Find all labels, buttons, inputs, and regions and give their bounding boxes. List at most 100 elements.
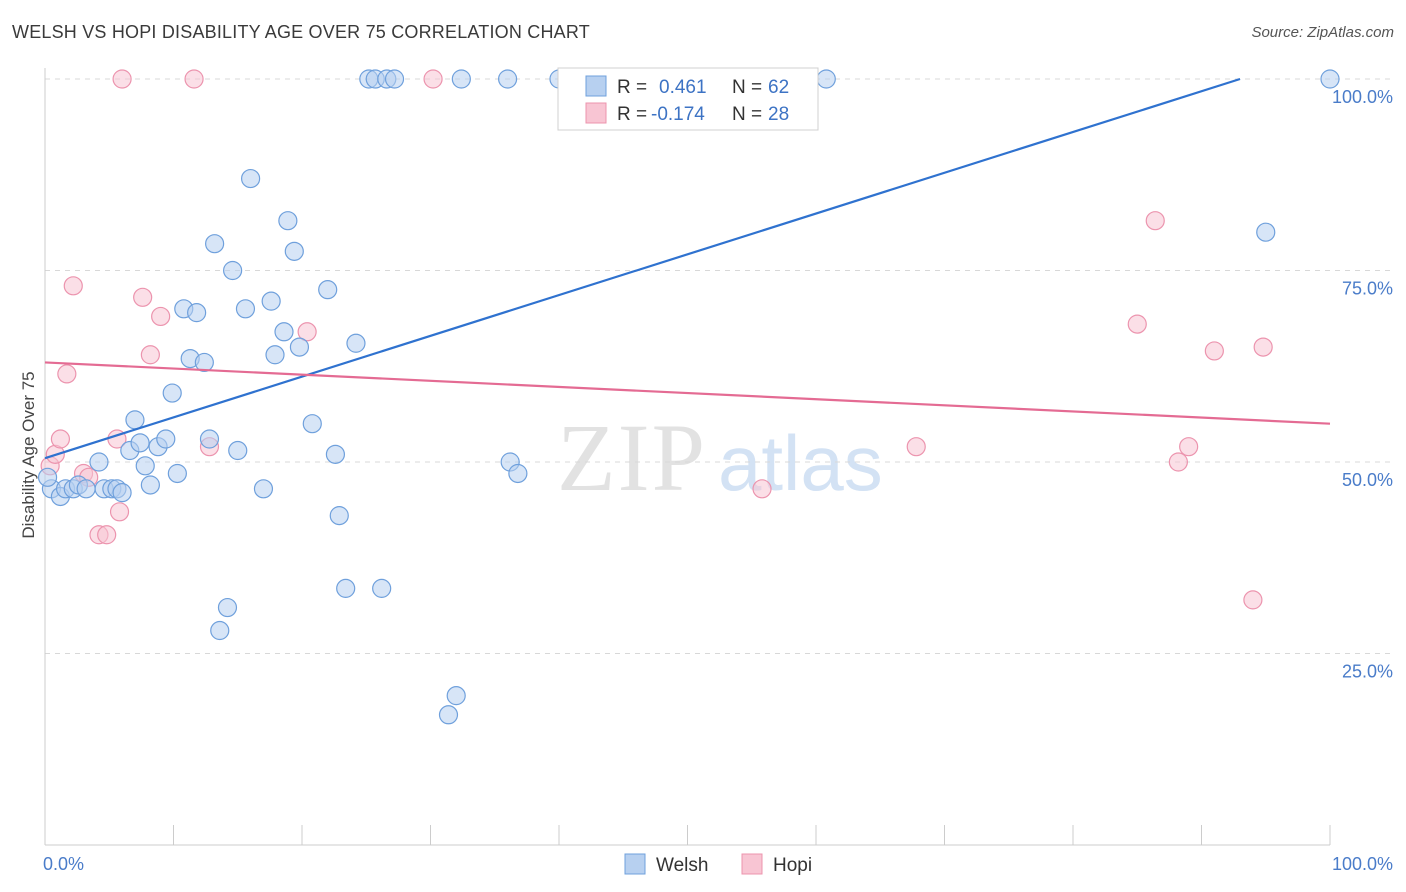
legend-hopi-label: Hopi bbox=[773, 855, 812, 876]
hopi-point bbox=[151, 306, 171, 327]
welsh-point bbox=[508, 463, 528, 484]
y-axis-label: Disability Age Over 75 bbox=[19, 371, 38, 538]
hopi-point bbox=[423, 69, 443, 89]
welsh-point bbox=[162, 383, 182, 403]
welsh-point bbox=[194, 352, 214, 373]
welsh-point bbox=[1256, 222, 1276, 242]
welsh-point bbox=[438, 705, 459, 725]
hopi-point bbox=[1243, 590, 1263, 610]
hopi-trend-line bbox=[44, 361, 1331, 425]
hopi-point bbox=[50, 429, 71, 449]
hopi-point bbox=[97, 525, 117, 545]
hopi-point bbox=[184, 69, 204, 89]
welsh-point bbox=[265, 345, 285, 365]
hopi-point bbox=[133, 287, 153, 307]
welsh-point bbox=[329, 506, 349, 526]
welsh-trend-line bbox=[44, 77, 1241, 460]
welsh-point bbox=[205, 234, 225, 254]
welsh-point bbox=[37, 467, 58, 487]
hopi-point bbox=[140, 345, 160, 365]
welsh-point bbox=[223, 260, 243, 281]
welsh-point bbox=[210, 620, 230, 641]
welsh-point bbox=[816, 69, 836, 89]
stats-legend-welsh-swatch bbox=[585, 75, 607, 97]
legend-welsh-label: Welsh bbox=[656, 855, 708, 876]
welsh-point bbox=[241, 168, 261, 189]
x-tick-label-min: 0.0% bbox=[43, 854, 84, 874]
welsh-point bbox=[325, 444, 346, 464]
legend-hopi-swatch bbox=[741, 853, 763, 875]
welsh-point bbox=[228, 440, 248, 461]
hopi-point bbox=[297, 322, 317, 342]
welsh-point bbox=[1320, 69, 1340, 89]
x-axis-ticks bbox=[44, 825, 1331, 845]
hopi-point bbox=[57, 364, 77, 384]
welsh-point bbox=[278, 211, 298, 231]
legend-welsh-swatch bbox=[624, 853, 646, 875]
welsh-point bbox=[346, 333, 366, 353]
hopi-point bbox=[1145, 211, 1165, 231]
welsh-point bbox=[217, 597, 238, 618]
hopi-point bbox=[752, 479, 772, 499]
welsh-point bbox=[135, 456, 155, 476]
stats-legend-hopi-r-label: R = bbox=[617, 104, 647, 125]
welsh-point bbox=[76, 479, 96, 499]
y-tick-label: 75.0% bbox=[1342, 279, 1393, 299]
welsh-point bbox=[284, 241, 304, 261]
y-axis-tick-labels: 25.0% 50.0% 75.0% 100.0% bbox=[1332, 87, 1393, 682]
welsh-point bbox=[140, 475, 160, 495]
welsh-point bbox=[302, 414, 322, 434]
watermark-zip: ZIP bbox=[557, 404, 707, 511]
stats-legend-hopi-n-label: N = bbox=[732, 104, 762, 125]
stats-legend-hopi-n-value: 28 bbox=[768, 104, 789, 125]
welsh-point bbox=[446, 686, 466, 706]
welsh-point bbox=[336, 578, 356, 598]
chart-title: WELSH VS HOPI DISABILITY AGE OVER 75 COR… bbox=[12, 22, 590, 42]
hopi-point bbox=[1168, 452, 1188, 472]
stats-legend-hopi-r-value: -0.174 bbox=[651, 104, 705, 125]
hopi-point bbox=[1127, 314, 1147, 334]
stats-legend: R = 0.461 N = 62 R = -0.174 N = 28 bbox=[557, 67, 819, 131]
stats-legend-welsh-n-value: 62 bbox=[768, 77, 789, 98]
stats-legend-welsh-r-value: 0.461 bbox=[659, 77, 707, 98]
trend-lines bbox=[44, 77, 1331, 460]
welsh-point bbox=[274, 322, 294, 342]
welsh-point bbox=[253, 479, 274, 499]
watermark-atlas: atlas bbox=[718, 419, 883, 507]
welsh-point bbox=[261, 291, 281, 311]
x-axis-tick-labels: 0.0% 100.0% bbox=[43, 854, 1393, 874]
welsh-point bbox=[156, 429, 176, 449]
welsh-points bbox=[37, 69, 1340, 725]
stats-legend-welsh-r-label: R = bbox=[617, 77, 647, 98]
welsh-point bbox=[289, 337, 310, 357]
y-tick-label: 50.0% bbox=[1342, 470, 1393, 490]
x-tick-label-max: 100.0% bbox=[1332, 854, 1393, 874]
gridlines bbox=[45, 78, 1392, 654]
hopi-point bbox=[906, 437, 926, 457]
stats-legend-welsh-n-label: N = bbox=[732, 77, 762, 98]
hopi-point bbox=[1179, 437, 1199, 457]
y-tick-label: 100.0% bbox=[1332, 87, 1393, 107]
hopi-point bbox=[1204, 341, 1224, 361]
welsh-point bbox=[199, 429, 220, 449]
welsh-point bbox=[167, 463, 187, 484]
welsh-point bbox=[451, 69, 471, 89]
hopi-point bbox=[63, 276, 83, 296]
welsh-point bbox=[89, 452, 109, 472]
welsh-point bbox=[372, 578, 392, 598]
welsh-point bbox=[112, 483, 132, 503]
welsh-point bbox=[498, 69, 518, 89]
welsh-point bbox=[318, 280, 338, 300]
welsh-point bbox=[384, 69, 405, 89]
hopi-points bbox=[40, 69, 1273, 610]
y-tick-label: 25.0% bbox=[1342, 662, 1393, 682]
hopi-point bbox=[1253, 337, 1273, 357]
welsh-point bbox=[187, 303, 207, 323]
hopi-point bbox=[112, 69, 132, 89]
welsh-point bbox=[235, 299, 256, 319]
stats-legend-hopi-swatch bbox=[585, 102, 607, 124]
series-legend: Welsh Hopi bbox=[624, 853, 812, 876]
welsh-point bbox=[125, 410, 145, 430]
welsh-point bbox=[130, 433, 150, 453]
